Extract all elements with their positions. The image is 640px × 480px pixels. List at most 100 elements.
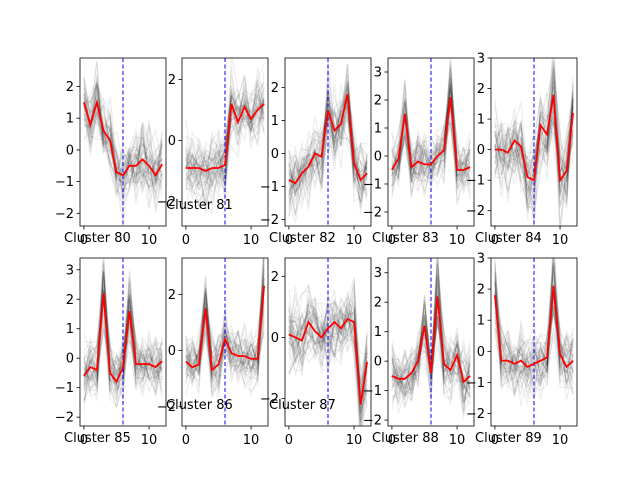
plot-area [83, 58, 163, 226]
axes-frame [284, 57, 372, 227]
axes-frame [490, 57, 578, 227]
member-line [288, 88, 368, 197]
mean-line [494, 94, 574, 183]
x-tick-label: 10 [346, 233, 363, 248]
plot-area [288, 258, 368, 426]
x-tick-label: 0 [491, 233, 499, 248]
x-tick-label: 10 [346, 433, 363, 448]
member-line [83, 270, 163, 391]
axes-frame [79, 257, 167, 427]
member-line [83, 61, 163, 188]
member-line [391, 267, 471, 385]
member-line [83, 272, 163, 401]
x-tick-label: 10 [141, 233, 158, 248]
y-tick-label: 3 [374, 266, 382, 281]
cluster-label: Cluster 88 [372, 431, 439, 446]
y-tick-label: −2 [466, 204, 485, 219]
member-line [83, 274, 163, 400]
y-tick-label: −1 [55, 381, 74, 396]
panel-10: −2 −1 0 1 2 3 0 10 Cluster 89 [466, 252, 578, 448]
member-line [494, 268, 574, 392]
member-line [391, 73, 471, 187]
member-line [83, 303, 163, 394]
member-line [391, 302, 471, 407]
x-tick-label: 0 [182, 233, 190, 248]
member-line [83, 88, 163, 188]
y-tick-label: −2 [55, 411, 74, 426]
y-tick-label: 2 [271, 270, 279, 285]
member-line [494, 86, 574, 195]
cluster-label: Cluster 81 [166, 198, 233, 213]
y-tick-label: −1 [363, 178, 382, 193]
member-line [185, 269, 265, 383]
member-line [494, 94, 574, 212]
member-line [185, 258, 264, 394]
member-line [288, 70, 368, 203]
panel-4: −2 −1 0 1 2 3 0 10 Cluster 83 [363, 57, 475, 248]
x-tick-label: 0 [388, 433, 396, 448]
panel-6: −2 −1 0 1 2 3 0 10 Cluster 85 [55, 257, 167, 448]
plot-area [185, 258, 265, 426]
member-line [494, 65, 574, 214]
panel-5: −2 −1 0 1 2 3 0 10 Cluster 84 [466, 52, 578, 248]
y-tick-label: 0 [168, 344, 176, 359]
member-line [185, 82, 265, 206]
member-line [288, 304, 368, 417]
y-tick-label: 0 [477, 143, 485, 158]
y-tick-label: 2 [168, 73, 176, 88]
member-line [391, 58, 471, 195]
member-line [288, 295, 368, 426]
panel-9: −2 −1 0 1 2 3 0 10 Cluster 88 [363, 257, 475, 448]
y-tick-label: 0 [271, 147, 279, 162]
member-line [494, 303, 574, 390]
member-line [83, 93, 163, 188]
y-tick-label: −1 [363, 384, 382, 399]
axes-frame [490, 257, 578, 427]
x-tick-label: 10 [449, 233, 466, 248]
member-line [391, 277, 471, 404]
member-line [391, 89, 471, 183]
member-line [83, 107, 163, 190]
member-line [391, 306, 471, 400]
mean-line [391, 296, 471, 384]
panel-2: −2 0 2 0 10 Cluster 81 [157, 57, 269, 248]
member-line [494, 265, 574, 401]
axes-frame [387, 57, 475, 227]
member-line [83, 82, 163, 201]
member-line [288, 89, 368, 215]
y-tick-label: 2 [477, 283, 485, 298]
mean-line [185, 285, 265, 372]
member-line [391, 99, 471, 190]
member-line [83, 93, 163, 175]
axes-frame [181, 57, 269, 227]
y-tick-label: 1 [477, 314, 485, 329]
x-tick-label: 10 [243, 433, 260, 448]
member-line [391, 297, 471, 397]
member-line [494, 258, 574, 400]
y-tick-label: 1 [374, 325, 382, 340]
member-line [185, 318, 265, 382]
panel-7: −2 0 2 0 10 Cluster 86 [157, 257, 269, 448]
member-line [185, 70, 265, 193]
axes-frame [79, 57, 167, 227]
member-line [288, 307, 368, 426]
member-line [494, 79, 574, 196]
y-tick-label: −2 [260, 213, 279, 228]
mean-line [288, 94, 368, 185]
member-line [494, 82, 574, 209]
member-line [288, 295, 368, 415]
cluster-label: Cluster 82 [269, 231, 336, 246]
member-line [185, 89, 265, 173]
member-line [185, 88, 265, 199]
member-line [185, 285, 265, 393]
y-tick-label: −2 [363, 206, 382, 221]
member-line [494, 81, 574, 168]
y-tick-label: 0 [477, 345, 485, 360]
axes-frame [284, 257, 372, 427]
plot-area [494, 58, 574, 226]
member-line [494, 267, 574, 382]
y-tick-label: 1 [374, 122, 382, 137]
y-tick-label: 0 [66, 143, 74, 158]
